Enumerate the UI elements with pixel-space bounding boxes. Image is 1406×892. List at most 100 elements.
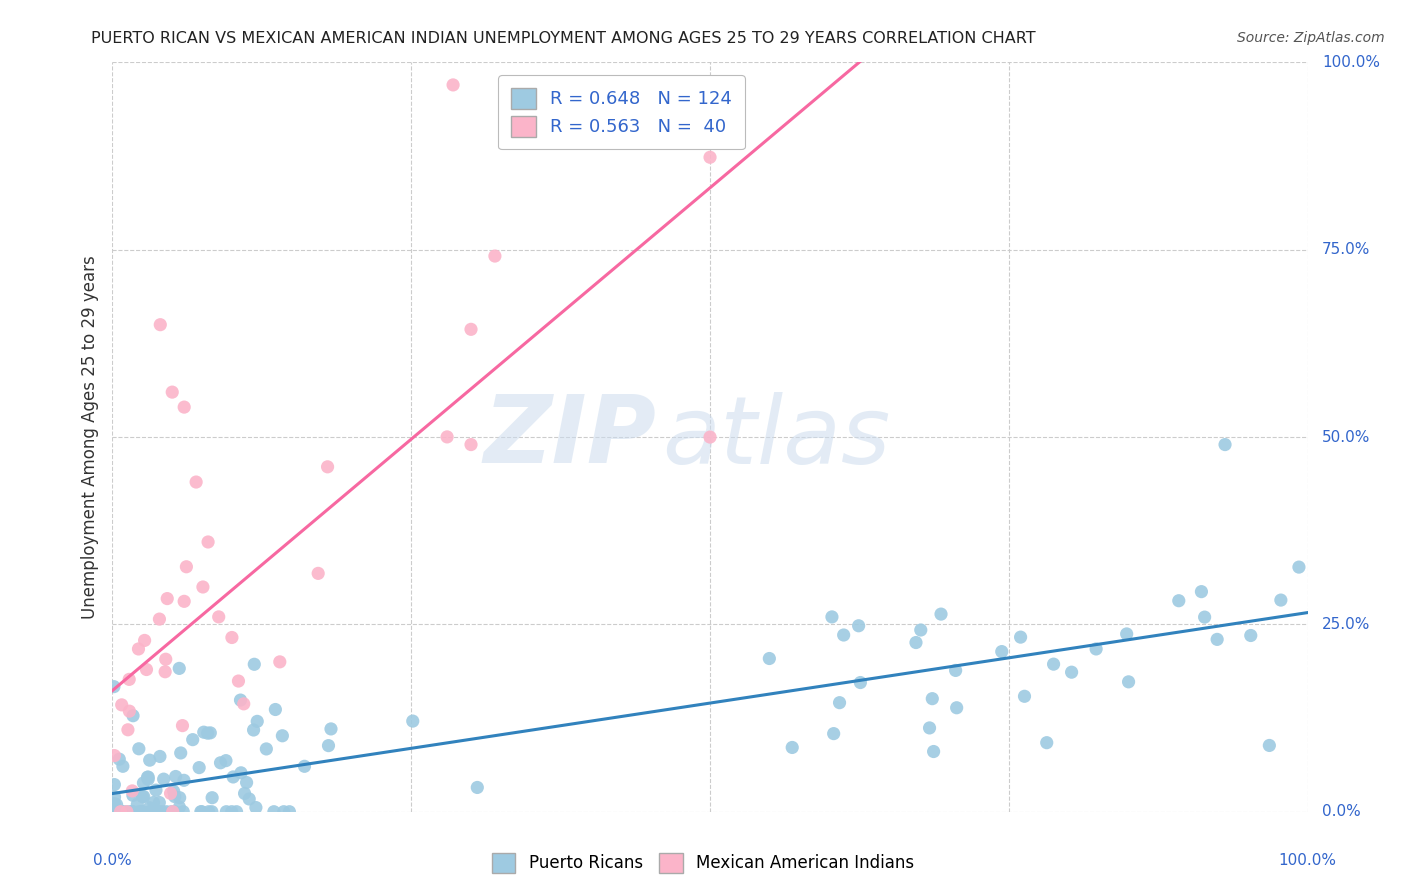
Point [188, 761, 211, 775]
Point [294, 759, 316, 773]
Point [138, 753, 160, 767]
Point [105, 797, 128, 812]
Point [699, 150, 721, 164]
Point [121, 805, 143, 819]
Point [148, 612, 170, 626]
Point [1167, 593, 1189, 607]
Point [136, 770, 159, 784]
Point [828, 696, 851, 710]
Point [117, 723, 139, 737]
Point [208, 610, 231, 624]
Point [1042, 657, 1064, 672]
Point [235, 775, 257, 789]
Point [316, 459, 339, 474]
Point [197, 805, 219, 819]
Point [127, 642, 149, 657]
Point [780, 740, 803, 755]
Point [209, 756, 232, 770]
Point [120, 805, 142, 819]
Point [132, 789, 155, 804]
Point [135, 663, 157, 677]
Point [929, 607, 952, 621]
Point [155, 805, 177, 819]
Text: 50.0%: 50.0% [1322, 430, 1371, 444]
Point [121, 784, 143, 798]
Text: 100.0%: 100.0% [1322, 55, 1379, 70]
Point [832, 628, 855, 642]
Point [197, 535, 219, 549]
Point [945, 700, 967, 714]
Point [173, 773, 195, 788]
Point [162, 805, 184, 819]
Point [110, 805, 132, 819]
Point [269, 655, 291, 669]
Point [229, 693, 252, 707]
Point [138, 800, 160, 814]
Point [201, 805, 224, 819]
Point [1115, 627, 1137, 641]
Point [190, 805, 212, 819]
Text: 25.0%: 25.0% [1322, 617, 1371, 632]
Point [245, 800, 267, 814]
Point [307, 566, 329, 581]
Point [165, 770, 187, 784]
Point [136, 772, 159, 787]
Point [163, 805, 186, 819]
Point [945, 664, 967, 678]
Point [436, 430, 458, 444]
Point [228, 674, 250, 689]
Point [176, 559, 198, 574]
Point [922, 745, 945, 759]
Point [115, 805, 138, 819]
Legend: Puerto Ricans, Mexican American Indians: Puerto Ricans, Mexican American Indians [485, 847, 921, 880]
Point [197, 726, 219, 740]
Point [131, 789, 153, 804]
Point [200, 726, 222, 740]
Point [173, 594, 195, 608]
Point [1288, 560, 1310, 574]
Point [143, 805, 166, 819]
Point [105, 805, 128, 819]
Point [153, 665, 176, 679]
Point [152, 772, 174, 786]
Point [127, 797, 149, 812]
Point [186, 475, 208, 489]
Point [132, 776, 155, 790]
Point [103, 748, 125, 763]
Point [264, 702, 287, 716]
Point [222, 770, 245, 784]
Point [159, 786, 181, 800]
Point [201, 790, 224, 805]
Point [273, 805, 295, 819]
Point [821, 610, 844, 624]
Point [173, 400, 195, 414]
Point [139, 805, 162, 819]
Point [169, 790, 191, 805]
Text: ZIP: ZIP [484, 391, 657, 483]
Point [1085, 642, 1108, 657]
Point [190, 805, 212, 819]
Point [254, 742, 277, 756]
Point [145, 783, 167, 797]
Point [1258, 739, 1281, 753]
Point [1189, 584, 1212, 599]
Point [149, 749, 172, 764]
Point [1060, 665, 1083, 680]
Point [238, 792, 260, 806]
Point [118, 673, 141, 687]
Point [990, 644, 1012, 658]
Text: Source: ZipAtlas.com: Source: ZipAtlas.com [1237, 31, 1385, 45]
Point [758, 651, 780, 665]
Point [122, 805, 145, 819]
Point [148, 805, 170, 819]
Point [1035, 736, 1057, 750]
Point [122, 789, 145, 803]
Point [242, 723, 264, 737]
Point [103, 802, 125, 816]
Point [921, 691, 943, 706]
Point [103, 680, 125, 694]
Point [163, 784, 186, 798]
Point [221, 631, 243, 645]
Point [918, 721, 941, 735]
Point [108, 752, 131, 766]
